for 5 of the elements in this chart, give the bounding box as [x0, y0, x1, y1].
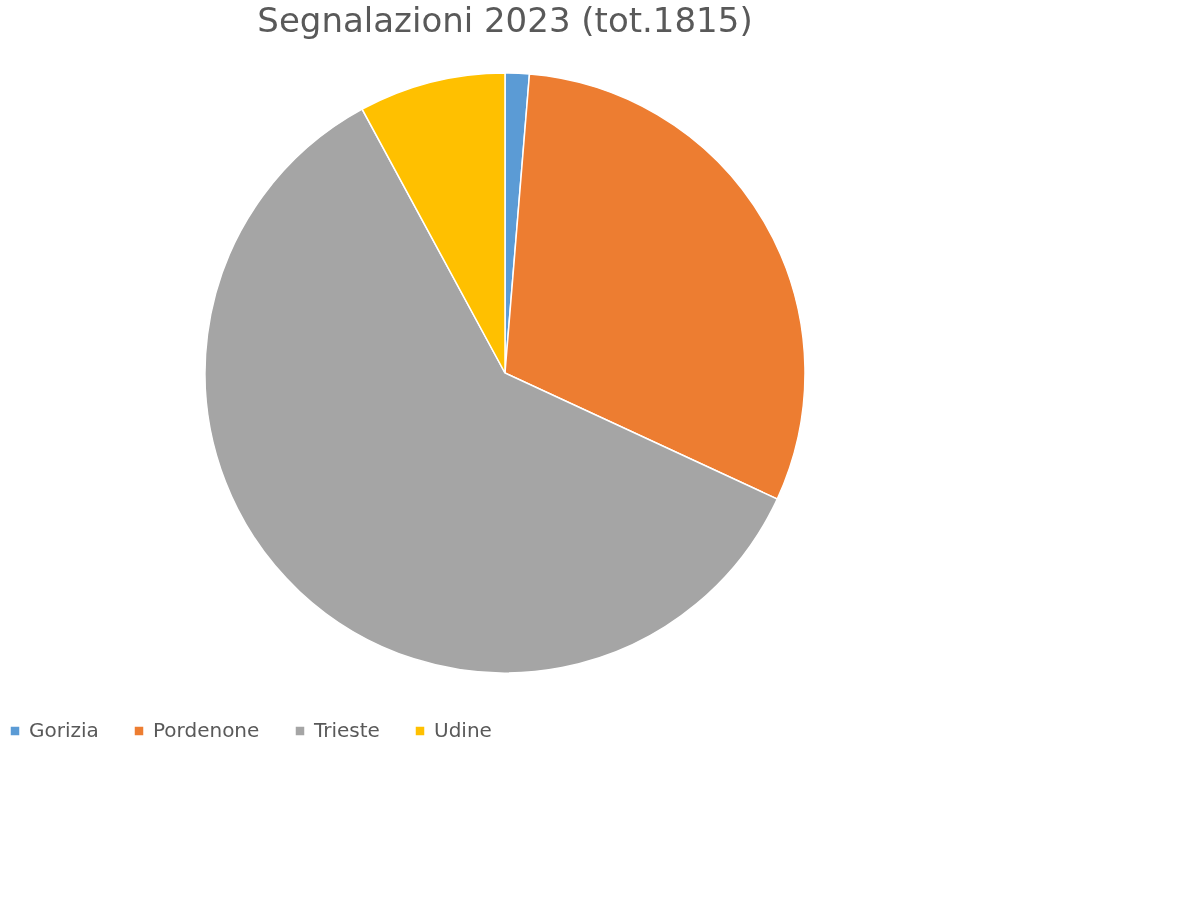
chart-title: Segnalazioni 2023 (tot.1815): [257, 0, 753, 40]
legend-label: Pordenone: [153, 718, 260, 742]
legend-label: Udine: [434, 718, 492, 742]
legend-label: Gorizia: [29, 718, 99, 742]
legend-label: Trieste: [313, 718, 380, 742]
